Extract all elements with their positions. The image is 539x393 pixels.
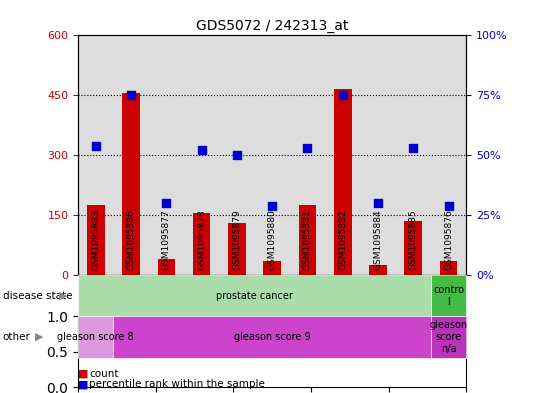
Point — [162, 200, 171, 206]
Point — [303, 145, 312, 151]
Bar — [264, 261, 281, 275]
Text: other: other — [3, 332, 31, 342]
Text: gleason score 9: gleason score 9 — [234, 332, 310, 342]
Text: GSM1095877: GSM1095877 — [162, 209, 171, 270]
Bar — [122, 93, 140, 275]
Text: count: count — [89, 369, 119, 379]
Bar — [87, 205, 105, 275]
Bar — [228, 223, 246, 275]
Point — [233, 152, 241, 158]
Text: prostate cancer: prostate cancer — [216, 291, 293, 301]
Text: GSM1095879: GSM1095879 — [232, 209, 241, 270]
Bar — [219, 35, 254, 275]
Text: gleason
score
n/a: gleason score n/a — [430, 320, 468, 354]
Title: GDS5072 / 242313_at: GDS5072 / 242313_at — [196, 19, 348, 33]
Point — [374, 200, 382, 206]
Bar — [193, 213, 210, 275]
Text: ▶: ▶ — [59, 291, 68, 301]
Bar — [334, 89, 351, 275]
Point — [197, 147, 206, 154]
Text: GSM1095885: GSM1095885 — [409, 209, 418, 270]
Text: GSM1095881: GSM1095881 — [303, 209, 312, 270]
Text: GSM1095882: GSM1095882 — [338, 209, 347, 270]
Bar — [157, 259, 175, 275]
Text: disease state: disease state — [3, 291, 72, 301]
Bar — [396, 35, 431, 275]
Point — [444, 202, 453, 209]
Text: GSM1095880: GSM1095880 — [268, 209, 277, 270]
Bar — [78, 35, 113, 275]
Text: GSM1095884: GSM1095884 — [374, 209, 383, 270]
Bar — [113, 35, 149, 275]
Text: contro
l: contro l — [433, 285, 464, 307]
Bar — [361, 35, 396, 275]
Bar — [431, 35, 466, 275]
Text: GSM1095886: GSM1095886 — [127, 209, 136, 270]
Text: GSM1095883: GSM1095883 — [91, 209, 100, 270]
Bar — [440, 261, 458, 275]
Text: gleason score 8: gleason score 8 — [58, 332, 134, 342]
Point — [127, 92, 135, 98]
Text: ■: ■ — [78, 369, 88, 379]
Bar — [254, 35, 290, 275]
Text: GSM1095878: GSM1095878 — [197, 209, 206, 270]
Bar — [369, 265, 387, 275]
Bar — [184, 35, 219, 275]
Bar — [404, 221, 422, 275]
Bar — [149, 35, 184, 275]
Text: ▶: ▶ — [34, 332, 43, 342]
Text: ■: ■ — [78, 379, 88, 389]
Bar — [299, 205, 316, 275]
Text: GSM1095876: GSM1095876 — [444, 209, 453, 270]
Point — [338, 92, 347, 98]
Point — [268, 202, 277, 209]
Point — [92, 143, 100, 149]
Bar — [290, 35, 325, 275]
Point — [409, 145, 418, 151]
Text: percentile rank within the sample: percentile rank within the sample — [89, 379, 265, 389]
Bar — [325, 35, 361, 275]
